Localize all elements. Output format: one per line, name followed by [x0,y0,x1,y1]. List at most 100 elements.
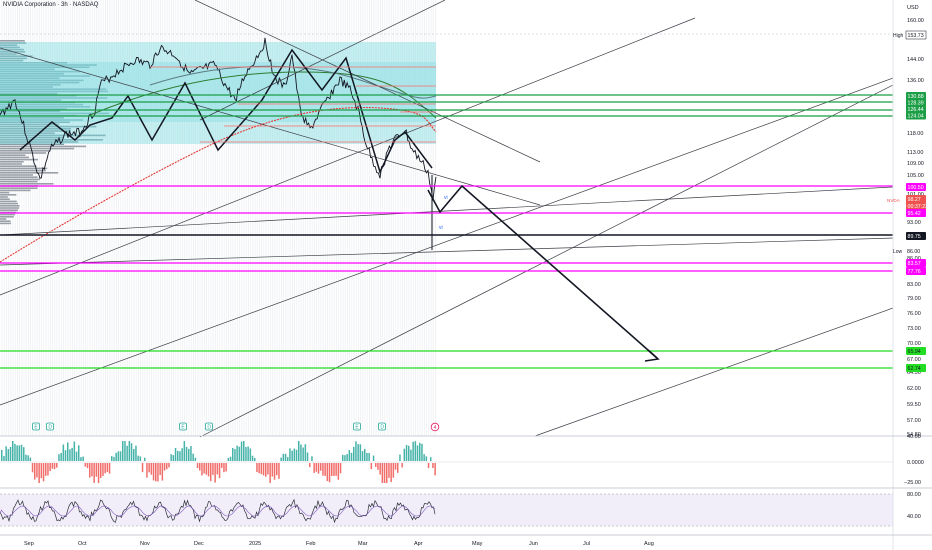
magenta-upper-tag[interactable] [906,183,926,191]
time-tick: 2025 [249,541,261,547]
osc-bar [38,463,40,483]
projection-line[interactable] [427,184,658,359]
osc-bar [361,451,364,461]
profile-bar [0,132,55,134]
current-price-tag[interactable] [906,195,926,203]
profile-bar [0,90,109,93]
osc-bar [199,463,201,471]
event-markers[interactable]: E D E D E D 4 [32,422,440,432]
dividend-marker-label: D [48,425,52,431]
countdown-tag[interactable] [906,202,926,210]
profile-bar [0,77,60,79]
dividend-marker[interactable] [378,422,386,431]
dividend-marker[interactable] [205,422,213,431]
profile-bar [0,191,10,194]
green-tag-2[interactable] [906,98,926,107]
green-tag-1[interactable] [906,92,926,100]
profile-bar [0,57,27,60]
osc-bar [86,463,89,469]
osc-bar [251,455,254,461]
alert-marker[interactable] [430,422,440,432]
green-lower-tag-1[interactable] [906,347,926,355]
earnings-marker-label: E [34,425,38,431]
magenta-lower-tag-1[interactable] [906,259,926,267]
earnings-marker[interactable] [353,422,361,431]
profile-bar [0,66,90,68]
profile-bar [0,117,64,119]
osc-bar [14,443,16,461]
black-level-tag[interactable] [906,232,926,240]
osc-bar [324,463,326,476]
magenta-mid-tag[interactable] [906,209,926,217]
green-tag-4[interactable] [906,111,926,120]
osc-bar [392,463,395,478]
osc-bar [260,463,263,475]
descending-line-2[interactable] [194,0,541,163]
profile-bar [0,70,80,73]
channel-upper-1[interactable] [0,17,696,296]
osc-bar [364,448,366,461]
descending-line-1[interactable] [0,47,541,206]
channel-lower[interactable] [534,307,894,437]
profile-bar [0,161,24,163]
osc-bar [394,463,397,470]
earnings-marker[interactable] [179,422,187,431]
rsi-signal-line [0,505,436,517]
earnings-marker-label: E [355,425,359,431]
price-tick: 62.00 [907,386,921,392]
osc-bar [40,463,43,479]
support-line[interactable] [0,237,894,266]
osc-bar [282,453,285,461]
rsi-tick: 40.00 [907,514,921,520]
osc-bar [18,445,21,461]
profile-bar [0,81,80,84]
osc-bar [166,463,168,470]
rising-line[interactable] [199,0,446,121]
osc-bar [432,463,434,468]
high-value-tag[interactable] [906,31,926,39]
elliott-wave-path[interactable] [19,48,433,175]
profile-bar [0,46,20,49]
osc-bar [381,463,384,483]
channel-mid-2[interactable] [0,186,894,236]
dividend-marker-label: D [207,425,211,431]
current-price-tag-text: 98.27 [908,197,921,203]
price-tick: 59.50 [907,402,921,408]
profile-bar [0,169,46,172]
horizontal-levels[interactable] [0,33,893,369]
time-tick: Apr [414,541,423,547]
green-lower-tag-2-text: 62.74 [908,366,921,372]
price-tick: 70.00 [907,341,921,347]
osc-bar [271,463,274,477]
green-lower-tag-2[interactable] [906,364,926,372]
projection-path[interactable]: vi vi [427,184,660,362]
magenta-lower-tag-2[interactable] [906,267,926,275]
osc-bar [144,457,146,461]
earnings-marker[interactable] [32,422,40,431]
osc-bar [218,463,221,479]
osc-bar [56,463,58,468]
osc-bar [243,441,245,461]
time-axis[interactable]: Sep Oct Nov Dec 2025 Feb Mar Apr May Jun Jul Aug [24,541,654,547]
profile-bar [0,123,60,126]
osc-bar [372,455,375,461]
green-tag-3[interactable] [906,105,926,113]
osc-bar [430,457,432,461]
osc-bar [238,446,241,461]
osc-bar [249,448,252,461]
price-tick: 67.00 [907,357,921,363]
osc-bar [102,463,104,476]
time-tick: Aug [644,541,654,547]
osc-bar [45,463,47,476]
dividend-marker[interactable] [46,422,54,431]
osc-bar [234,449,236,461]
high-tag: High [893,33,904,39]
osc-bar [287,457,289,461]
osc-bar [390,463,392,483]
osc-bar [12,441,14,461]
osc-bar [137,455,139,461]
osc-bar [155,463,157,482]
time-tick: Mar [358,541,368,547]
